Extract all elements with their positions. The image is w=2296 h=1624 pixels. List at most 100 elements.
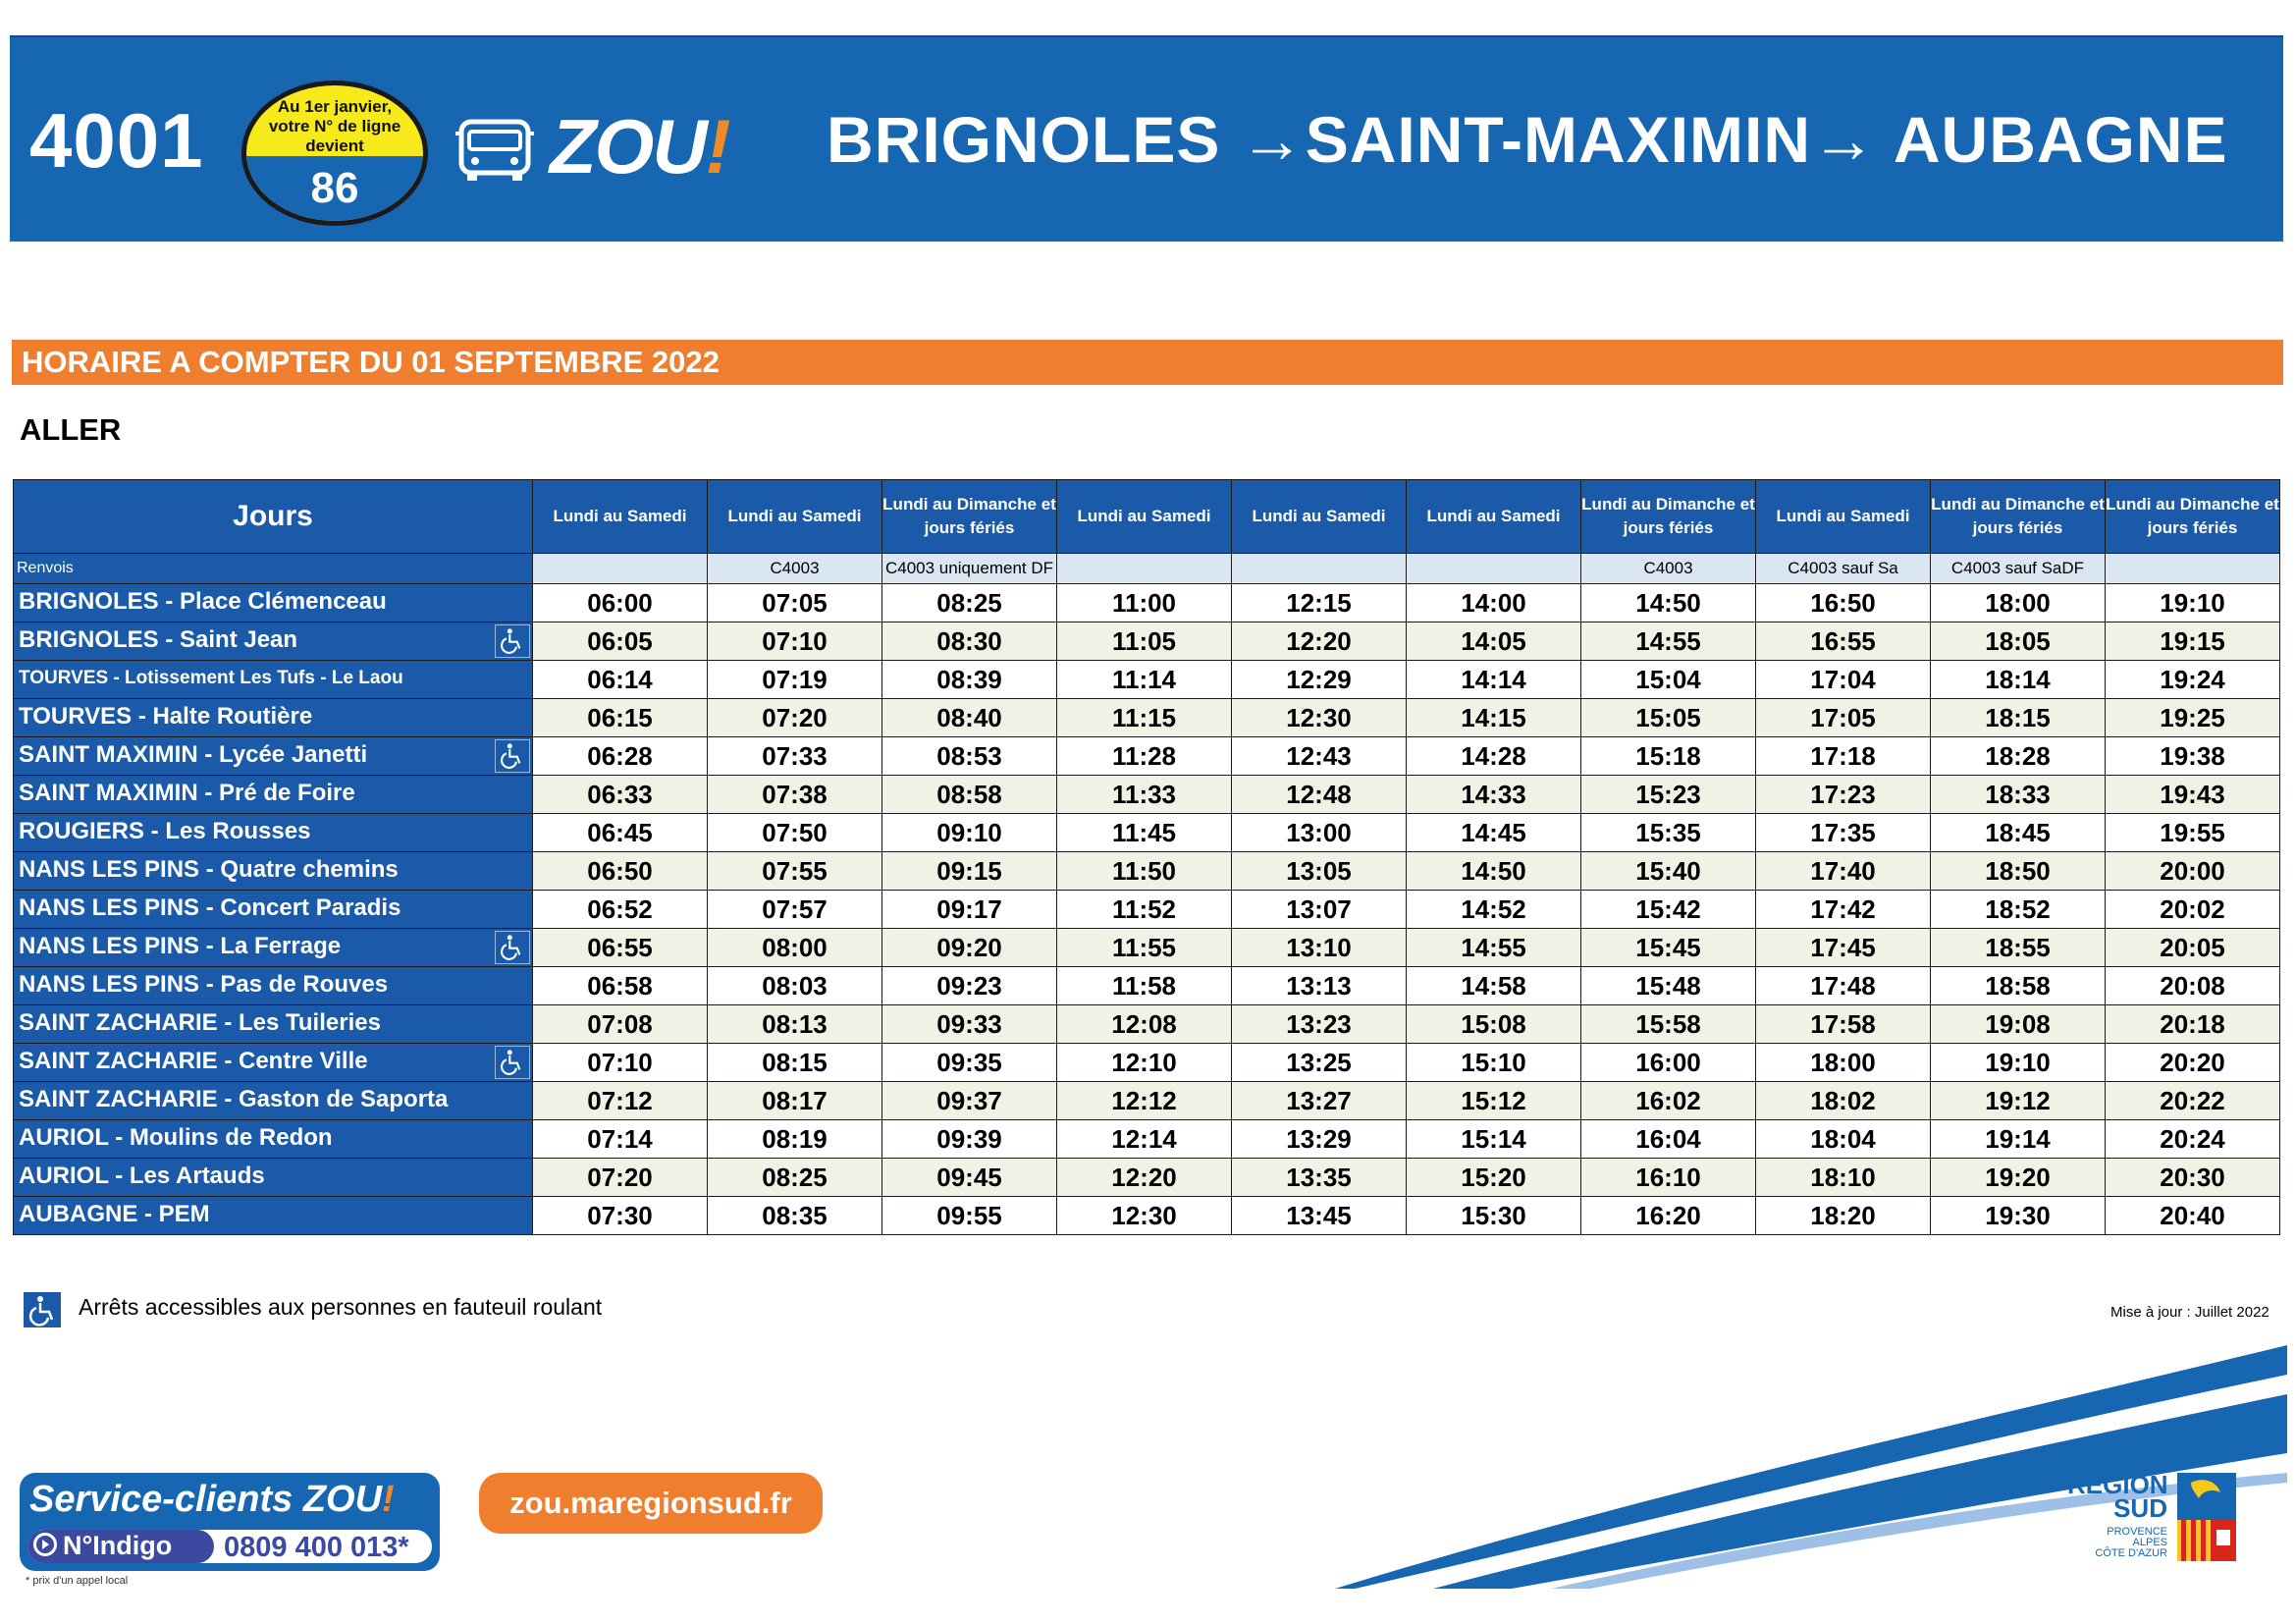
time-cell: 18:04 xyxy=(1755,1119,1931,1159)
time-cell: 12:15 xyxy=(1231,583,1407,623)
time-cell: 12:12 xyxy=(1056,1081,1232,1120)
stop-name: SAINT MAXIMIN - Lycée Janetti xyxy=(19,741,368,768)
region-subtitle: PROVENCE ALPES CÔTE D'AZUR xyxy=(2081,1527,2167,1559)
table-row: ROUGIERS - Les Rousses 06:45 07:50 09:10 11:… xyxy=(13,813,2280,852)
time-cell: 11:15 xyxy=(1056,698,1232,737)
renvoi-cell xyxy=(532,553,708,584)
time-cell: 07:10 xyxy=(707,622,882,661)
time-cell: 20:02 xyxy=(2105,890,2280,929)
time-cell: 15:20 xyxy=(1406,1158,1581,1197)
time-cell: 13:45 xyxy=(1231,1196,1407,1235)
time-cell: 17:35 xyxy=(1755,813,1931,852)
time-cell: 08:39 xyxy=(881,660,1057,699)
time-cell: 20:40 xyxy=(2105,1196,2280,1235)
time-cell: 17:05 xyxy=(1755,698,1931,737)
time-cell: 19:25 xyxy=(2105,698,2280,737)
time-cell: 14:14 xyxy=(1406,660,1581,699)
time-cell: 07:20 xyxy=(532,1158,708,1197)
time-cell: 07:12 xyxy=(532,1081,708,1120)
phone-number[interactable]: 0809 400 013* xyxy=(224,1532,409,1563)
renvoi-cell: C4003 sauf Sa xyxy=(1755,553,1931,584)
time-cell: 12:20 xyxy=(1231,622,1407,661)
stop-name: AURIOL - Moulins de Redon xyxy=(19,1124,333,1151)
time-cell: 07:50 xyxy=(707,813,882,852)
time-cell: 17:23 xyxy=(1755,775,1931,814)
time-cell: 11:58 xyxy=(1056,966,1232,1005)
time-cell: 08:19 xyxy=(707,1119,882,1159)
stop-cell: NANS LES PINS - Quatre chemins xyxy=(13,851,533,891)
time-cell: 09:45 xyxy=(881,1158,1057,1197)
wheelchair-icon xyxy=(495,739,530,773)
time-cell: 18:55 xyxy=(1930,928,2106,967)
time-cell: 18:33 xyxy=(1930,775,2106,814)
time-cell: 07:33 xyxy=(707,736,882,776)
table-row: SAINT ZACHARIE - Gaston de Saporta 07:12 0… xyxy=(13,1081,2280,1120)
region-sub-line: PROVENCE xyxy=(2107,1526,2167,1538)
time-cell: 09:23 xyxy=(881,966,1057,1005)
renvoi-cell: C4003 xyxy=(707,553,882,584)
time-cell: 06:33 xyxy=(532,775,708,814)
time-cell: 09:39 xyxy=(881,1119,1057,1159)
stop-name: SAINT MAXIMIN - Pré de Foire xyxy=(19,780,355,806)
time-cell: 15:08 xyxy=(1406,1004,1581,1044)
time-cell: 19:10 xyxy=(1930,1043,2106,1082)
time-cell: 19:15 xyxy=(2105,622,2280,661)
time-cell: 12:48 xyxy=(1231,775,1407,814)
time-cell: 07:10 xyxy=(532,1043,708,1082)
time-cell: 09:20 xyxy=(881,928,1057,967)
region-sub-line: ALPES xyxy=(2132,1537,2167,1548)
time-cell: 07:20 xyxy=(707,698,882,737)
time-cell: 17:04 xyxy=(1755,660,1931,699)
time-cell: 07:14 xyxy=(532,1119,708,1159)
schedule-start: HORAIRE A COMPTER DU 01 SEPTEMBRE 2022 xyxy=(22,345,720,379)
bus-icon xyxy=(454,116,536,189)
time-cell: 09:37 xyxy=(881,1081,1057,1120)
stop-name: SAINT ZACHARIE - Gaston de Saporta xyxy=(19,1086,449,1112)
table-row: SAINT MAXIMIN - Pré de Foire 06:33 07:38 08… xyxy=(13,775,2280,814)
time-cell: 19:20 xyxy=(1930,1158,2106,1197)
time-cell: 14:55 xyxy=(1580,622,1756,661)
time-cell: 20:30 xyxy=(2105,1158,2280,1197)
stop-cell: AURIOL - Les Artauds xyxy=(13,1158,533,1197)
stop-cell: AURIOL - Moulins de Redon xyxy=(13,1119,533,1159)
stop-cell: BRIGNOLES - Place Clémenceau xyxy=(13,583,533,623)
stop-name: AURIOL - Les Artauds xyxy=(19,1163,265,1189)
website-link[interactable]: zou.maregionsud.fr xyxy=(509,1486,792,1520)
badge-new-number: 86 xyxy=(310,164,359,212)
time-cell: 13:23 xyxy=(1231,1004,1407,1044)
time-cell: 08:13 xyxy=(707,1004,882,1044)
time-cell: 16:20 xyxy=(1580,1196,1756,1235)
time-cell: 14:50 xyxy=(1406,851,1581,891)
time-cell: 15:58 xyxy=(1580,1004,1756,1044)
stop-cell: AUBAGNE - PEM xyxy=(13,1196,533,1235)
day-column-header: Lundi au Samedi xyxy=(1406,479,1581,554)
time-cell: 14:00 xyxy=(1406,583,1581,623)
line-number: 4001 xyxy=(29,97,204,184)
time-cell: 18:10 xyxy=(1755,1158,1931,1197)
stop-cell: SAINT MAXIMIN - Pré de Foire xyxy=(13,775,533,814)
zou-logo-bang: ! xyxy=(705,103,731,189)
table-row: BRIGNOLES - Place Clémenceau 06:00 07:05 08… xyxy=(13,583,2280,623)
table-row: NANS LES PINS - Concert Paradis 06:52 07:5… xyxy=(13,890,2280,929)
time-cell: 19:55 xyxy=(2105,813,2280,852)
time-cell: 19:08 xyxy=(1930,1004,2106,1044)
time-cell: 14:55 xyxy=(1406,928,1581,967)
table-row: AURIOL - Les Artauds 07:20 08:25 09:45 12:20… xyxy=(13,1158,2280,1197)
time-cell: 08:58 xyxy=(881,775,1057,814)
time-cell: 14:45 xyxy=(1406,813,1581,852)
time-cell: 19:12 xyxy=(1930,1081,2106,1120)
time-cell: 12:08 xyxy=(1056,1004,1232,1044)
indigo-label: N°Indigo xyxy=(63,1531,173,1560)
time-cell: 11:05 xyxy=(1056,622,1232,661)
stop-name: TOURVES - Lotissement Les Tufs - Le Laou xyxy=(19,668,403,688)
renvoi-cell xyxy=(1231,553,1407,584)
time-cell: 11:45 xyxy=(1056,813,1232,852)
stop-name: AUBAGNE - PEM xyxy=(19,1201,210,1227)
time-cell: 13:29 xyxy=(1231,1119,1407,1159)
stop-cell: SAINT ZACHARIE - Centre Ville xyxy=(13,1043,533,1082)
renvois-row: Renvois C4003 C4003 uniquement DF C4003 C40… xyxy=(13,553,2280,584)
time-cell: 11:28 xyxy=(1056,736,1232,776)
time-cell: 12:29 xyxy=(1231,660,1407,699)
time-cell: 15:04 xyxy=(1580,660,1756,699)
time-cell: 17:42 xyxy=(1755,890,1931,929)
